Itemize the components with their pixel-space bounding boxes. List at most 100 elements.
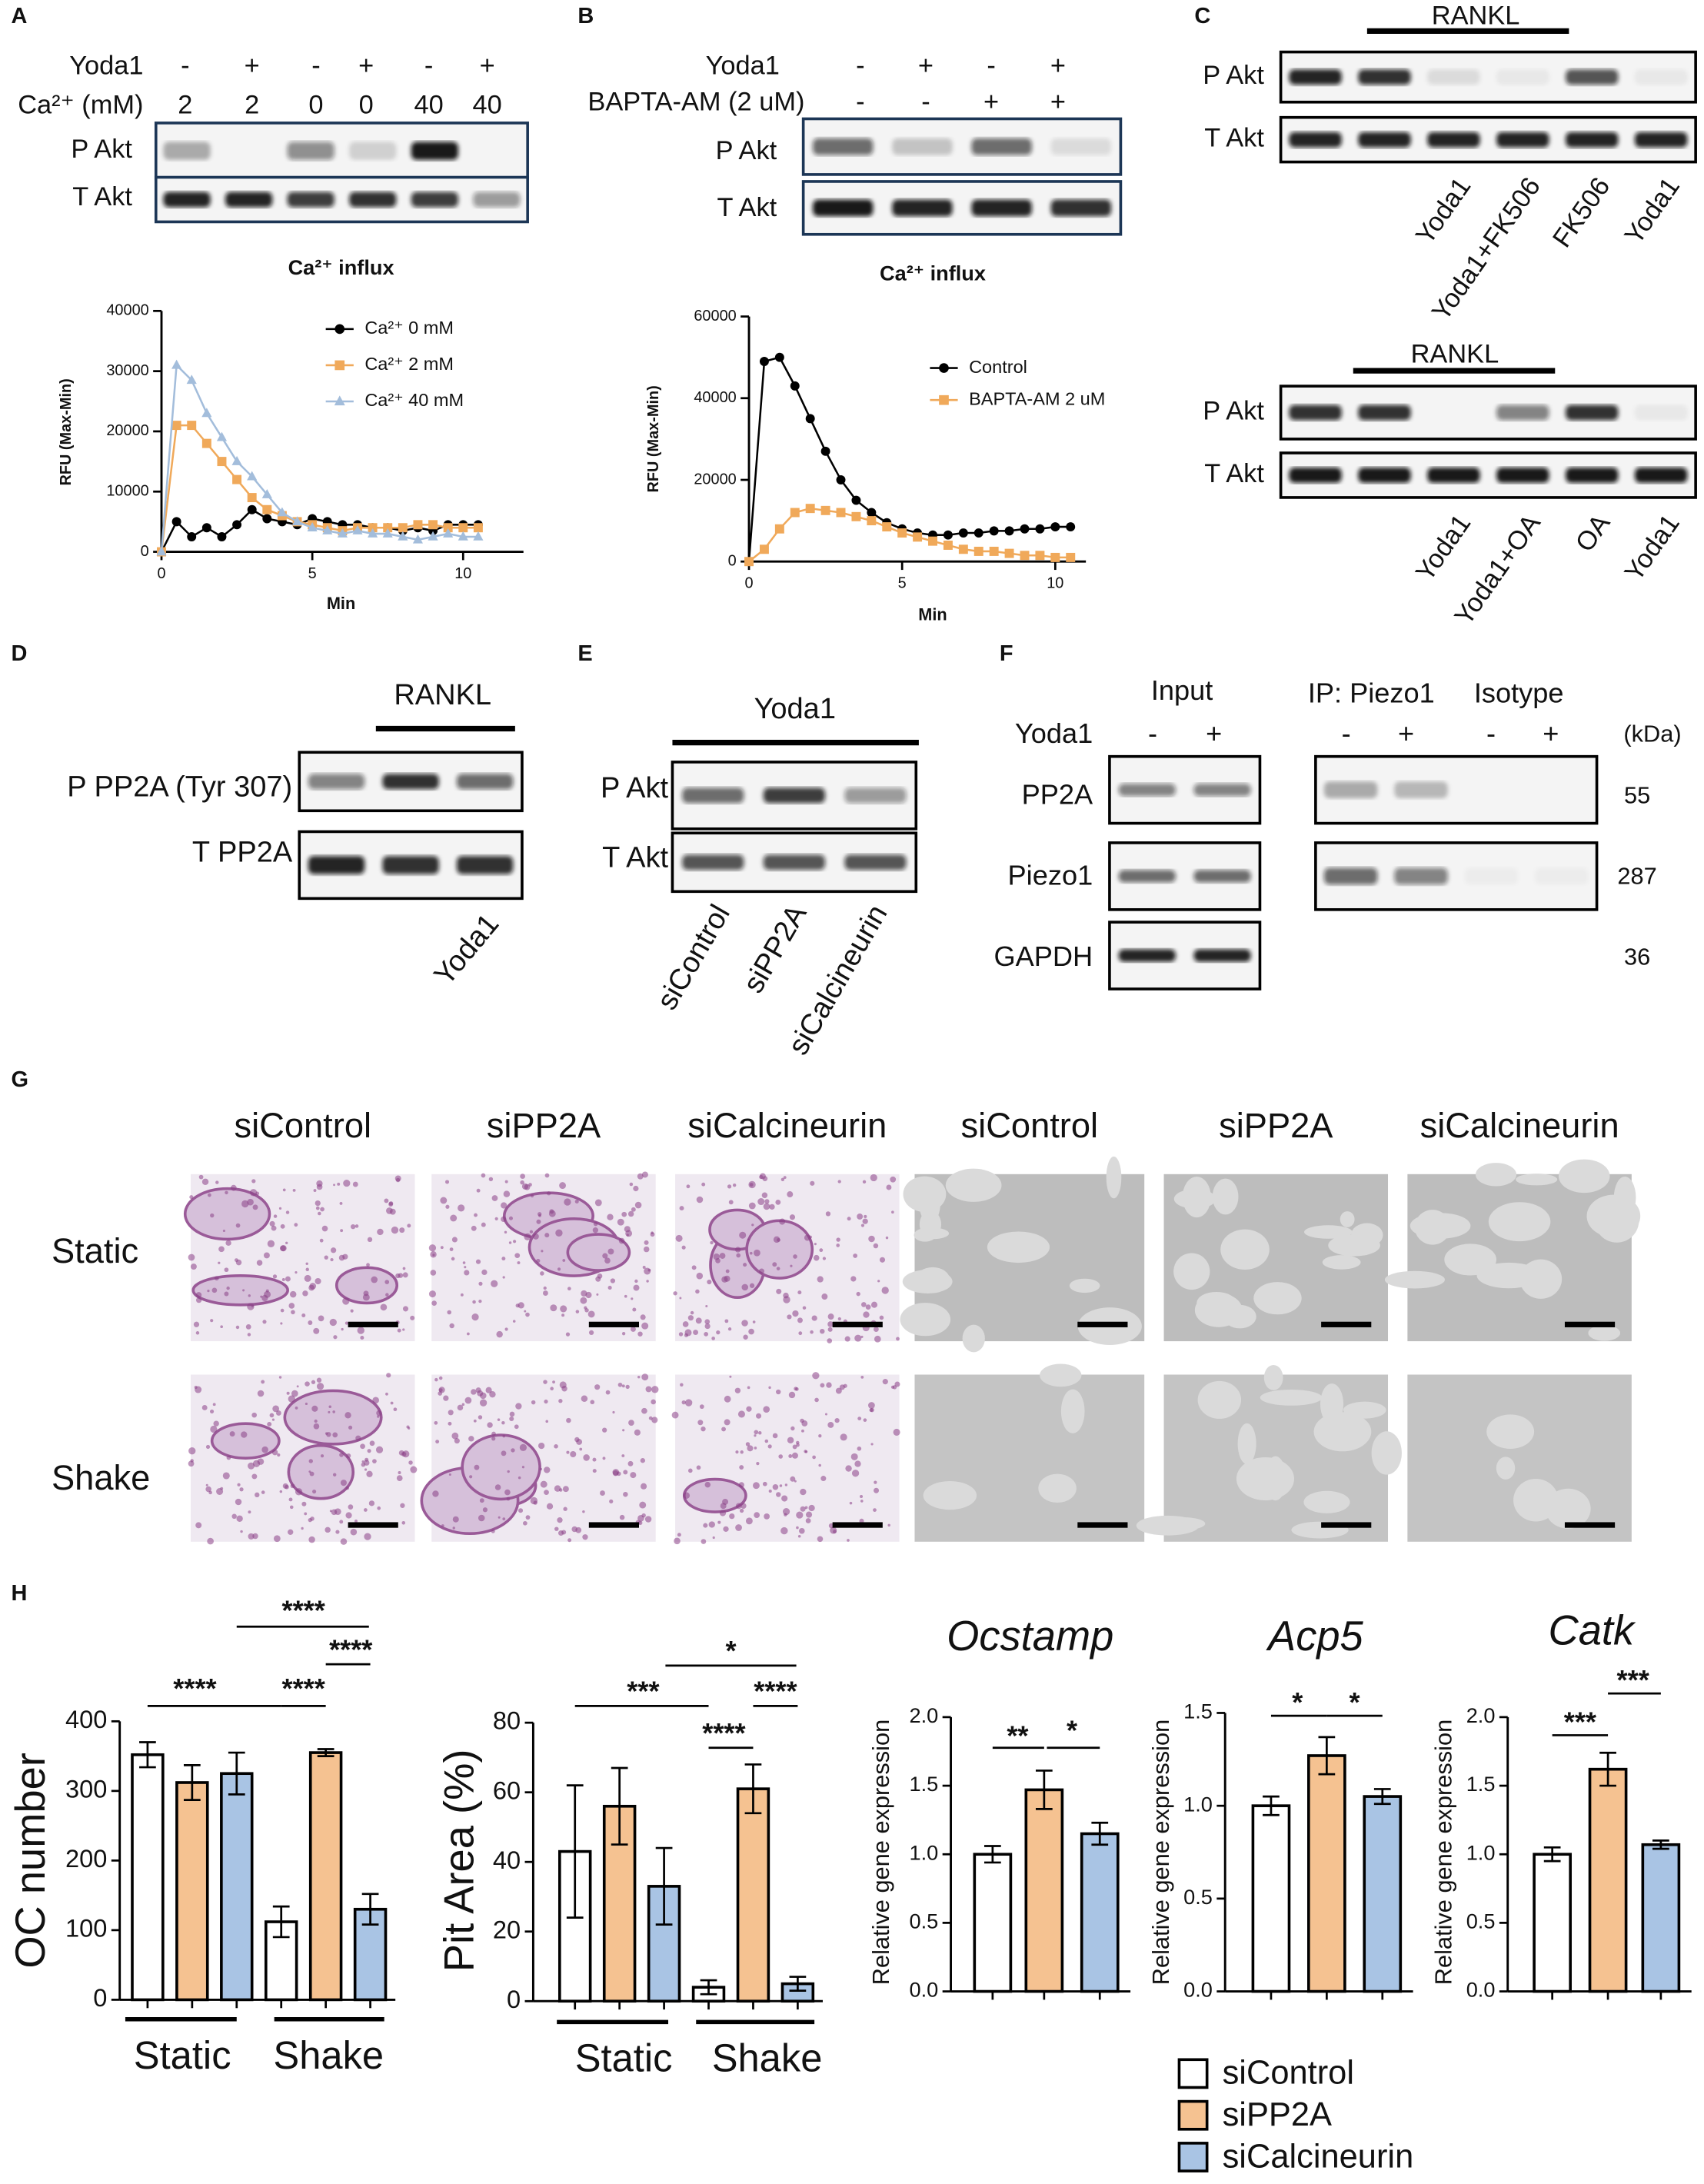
speck xyxy=(508,1241,512,1244)
error-bar xyxy=(1091,1821,1109,1846)
speck xyxy=(195,1297,202,1303)
speck xyxy=(763,1406,770,1413)
speck xyxy=(366,1263,370,1267)
scale-bar xyxy=(348,1522,398,1528)
speck xyxy=(783,1292,789,1299)
lane-value: 2 xyxy=(245,90,259,119)
speck xyxy=(847,1217,851,1221)
speck xyxy=(679,1206,684,1211)
error-bar xyxy=(272,1905,290,1939)
lane-label: Yoda1 xyxy=(1410,172,1476,250)
speck xyxy=(285,1276,291,1282)
speck xyxy=(784,1483,788,1487)
speck xyxy=(754,1430,759,1435)
speck xyxy=(532,1233,539,1240)
speck xyxy=(793,1254,797,1259)
band xyxy=(308,774,365,790)
band xyxy=(473,191,521,208)
band xyxy=(1118,870,1176,883)
speck xyxy=(396,1475,403,1481)
column-label: siCalcineurin xyxy=(687,1106,887,1145)
speck xyxy=(309,1471,315,1477)
column-label: siControl xyxy=(234,1106,371,1145)
scale-bar xyxy=(1077,1321,1128,1327)
bar xyxy=(131,1753,165,2002)
speck xyxy=(894,1381,900,1387)
band xyxy=(844,787,907,804)
scale-bar xyxy=(832,1522,883,1528)
speck xyxy=(288,1303,295,1309)
marker xyxy=(473,523,483,533)
speck xyxy=(734,1387,741,1393)
marker xyxy=(774,352,784,362)
error-bar xyxy=(1263,1795,1280,1816)
y-tick-label: 1.0 xyxy=(1183,1792,1213,1816)
speck xyxy=(741,1283,749,1291)
speck xyxy=(211,1287,218,1293)
speck xyxy=(438,1376,443,1380)
speck xyxy=(646,1280,649,1283)
marker xyxy=(867,508,877,518)
speck xyxy=(209,1409,215,1413)
speck xyxy=(674,1537,681,1545)
panel-letter: G xyxy=(11,1067,28,1092)
speck xyxy=(853,1253,858,1258)
speck xyxy=(874,1480,877,1484)
speck xyxy=(681,1245,686,1250)
speck xyxy=(827,1421,834,1428)
y-tick-label: 20000 xyxy=(694,471,736,488)
marker xyxy=(368,528,378,538)
speck xyxy=(835,1387,842,1394)
pit xyxy=(1303,1490,1350,1513)
speck xyxy=(796,1526,799,1530)
speck xyxy=(547,1191,551,1196)
speck xyxy=(497,1418,501,1421)
speck xyxy=(554,1485,561,1492)
speck xyxy=(739,1508,744,1513)
lane-value: 0 xyxy=(359,90,374,119)
speck xyxy=(590,1400,595,1405)
speck xyxy=(309,1283,317,1290)
speck xyxy=(195,1292,202,1298)
speck xyxy=(877,1280,880,1283)
speck xyxy=(478,1514,485,1522)
band xyxy=(892,138,953,155)
speck xyxy=(224,1291,229,1297)
speck xyxy=(704,1332,709,1337)
speck xyxy=(822,1257,827,1260)
speck xyxy=(708,1521,715,1528)
speck xyxy=(377,1506,381,1510)
speck xyxy=(316,1377,322,1383)
speck xyxy=(820,1383,825,1388)
speck xyxy=(255,1191,260,1196)
speck xyxy=(511,1448,515,1453)
speck xyxy=(239,1487,244,1492)
y-tick-label: 0.0 xyxy=(1466,1978,1496,2002)
x-axis-label: Min xyxy=(327,594,355,613)
speck xyxy=(641,1322,649,1330)
scale-bar xyxy=(588,1321,639,1327)
micrograph xyxy=(420,1373,659,1543)
speck xyxy=(344,1321,348,1325)
speck xyxy=(222,1229,225,1233)
speck xyxy=(518,1476,521,1480)
speck xyxy=(229,1431,235,1437)
pit xyxy=(1322,1255,1361,1270)
speck xyxy=(791,1452,798,1459)
lane-sign: - xyxy=(181,52,189,81)
band xyxy=(1193,870,1251,883)
lane-value: 0 xyxy=(308,90,323,119)
speck xyxy=(575,1310,580,1313)
speck xyxy=(518,1508,524,1513)
speck xyxy=(762,1481,767,1487)
blot-label: T Akt xyxy=(602,842,668,874)
speck xyxy=(879,1257,886,1263)
row-label: Static xyxy=(52,1231,138,1270)
band xyxy=(349,191,397,208)
scale-bar xyxy=(1564,1321,1616,1327)
speck xyxy=(400,1503,405,1508)
speck xyxy=(673,1291,677,1296)
speck xyxy=(340,1538,348,1545)
speck xyxy=(772,1262,777,1267)
speck xyxy=(679,1297,682,1300)
